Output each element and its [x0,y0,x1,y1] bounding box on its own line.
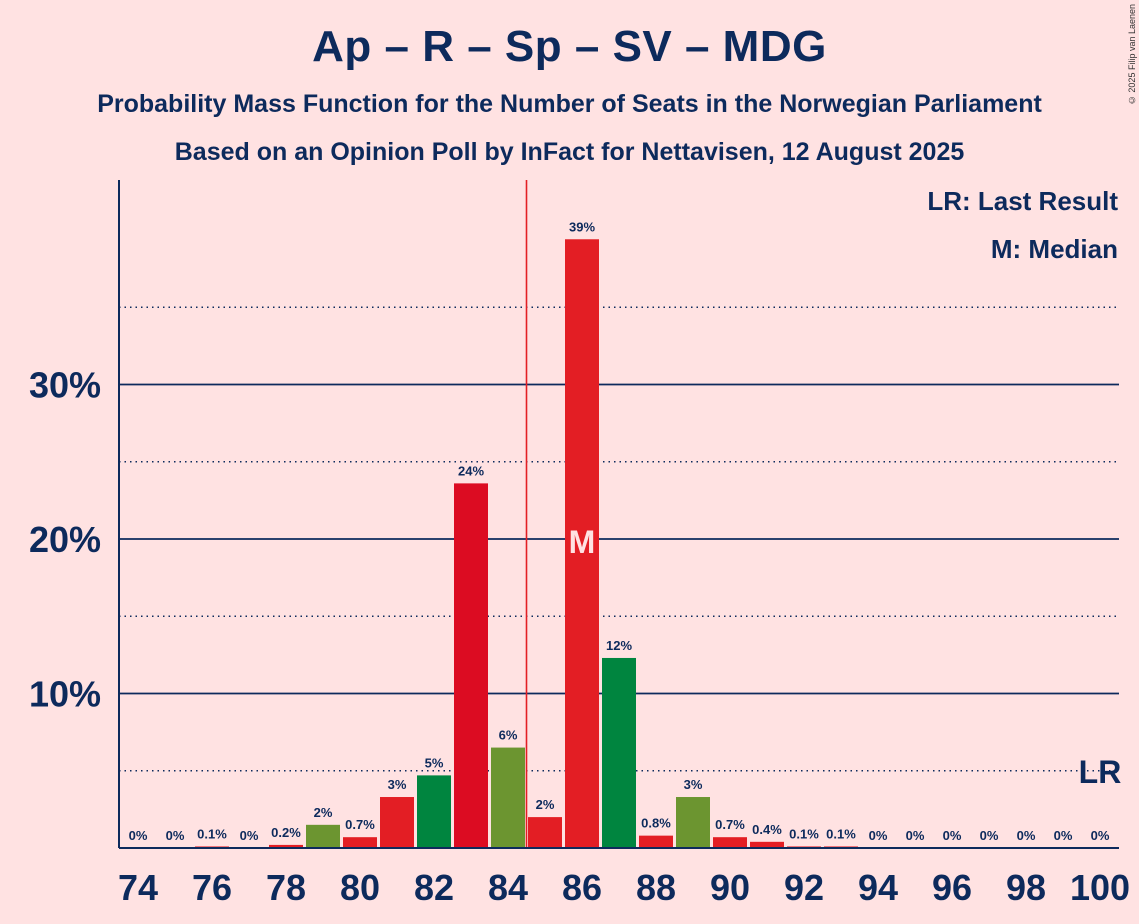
x-tick-label: 76 [192,867,232,908]
x-tick-label: 74 [118,867,158,908]
x-tick-label: 80 [340,867,380,908]
bar-seat-90 [713,837,747,848]
bar-seat-84 [491,747,525,848]
x-tick-label: 100 [1070,867,1130,908]
bar-seat-82 [417,775,451,848]
x-tick-label: 94 [858,867,898,908]
value-label: 0% [943,828,962,843]
bar-seat-80 [343,837,377,848]
value-label: 0% [1091,828,1110,843]
value-label: 0.2% [271,825,301,840]
legend-last-result: LR: Last Result [927,186,1118,216]
value-label: 0% [906,828,925,843]
bar-seat-79 [306,824,340,848]
median-marker: M [569,524,596,560]
value-label: 0% [980,828,999,843]
x-tick-label: 90 [710,867,750,908]
bar-seat-83 [454,483,488,848]
value-label: 0.4% [752,822,782,837]
chart-source-line: Based on an Opinion Poll by InFact for N… [174,138,965,166]
value-label: 0% [1054,828,1073,843]
x-tick-label: 84 [488,867,528,908]
chart-title: Ap – R – Sp – SV – MDG [312,22,827,71]
x-tick-label: 88 [636,867,676,908]
value-label: 3% [388,777,407,792]
value-label: 0% [166,828,185,843]
x-tick-label: 98 [1006,867,1046,908]
value-label: 0.8% [641,816,671,831]
bar-seat-86 [565,239,599,848]
bar-seat-85 [528,817,562,848]
value-label: 3% [684,777,703,792]
value-label: 39% [569,219,595,234]
x-tick-label: 92 [784,867,824,908]
value-label: 0.1% [197,826,227,841]
value-label: 5% [425,755,444,770]
value-label: 0% [869,828,888,843]
bar-seat-88 [639,835,673,848]
value-label: 2% [536,797,555,812]
value-label: 0.7% [345,817,375,832]
y-tick-label: 20% [29,519,101,560]
x-tick-label: 78 [266,867,306,908]
last-result-marker: LR [1079,754,1122,790]
value-label: 0% [1017,828,1036,843]
x-tick-label: 82 [414,867,454,908]
value-label: 0.1% [826,826,856,841]
value-label: 0% [240,828,259,843]
bar-seat-78 [269,844,303,848]
bar-seat-87 [602,657,636,848]
value-label: 2% [314,805,333,820]
y-tick-label: 30% [29,365,101,406]
bar-seat-91 [750,841,784,848]
value-label: 12% [606,638,632,653]
value-label: 24% [458,463,484,478]
value-label: 0% [129,828,148,843]
legend-median: M: Median [990,234,1118,264]
bar-seat-81 [380,797,414,848]
value-label: 0.1% [789,826,819,841]
value-label: 6% [499,728,518,743]
x-tick-label: 86 [562,867,602,908]
chart-subtitle: Probability Mass Function for the Number… [97,90,1042,118]
y-tick-label: 10% [29,674,101,715]
bar-seat-89 [676,797,710,848]
value-label: 0.7% [715,817,745,832]
x-tick-label: 96 [932,867,972,908]
